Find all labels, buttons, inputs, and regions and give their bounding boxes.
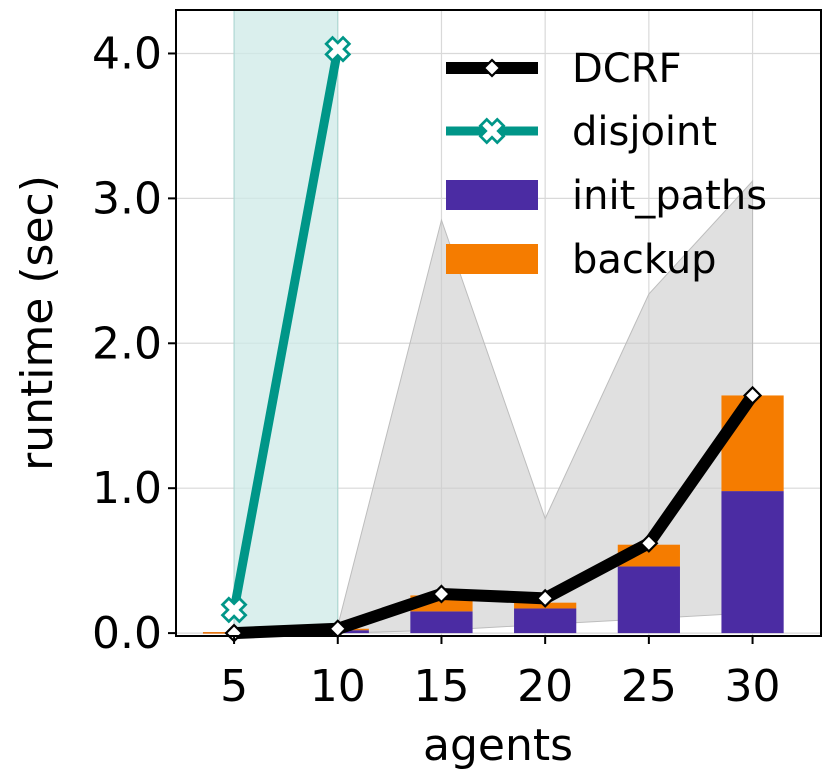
x-axis: 5 10 15 20 25 30	[220, 636, 781, 712]
DCRF-point	[535, 588, 555, 608]
DCRF-point	[639, 533, 659, 553]
y-tick-label: 3.0	[92, 173, 162, 224]
y-tick-label: 0.0	[92, 608, 162, 659]
disjoint-point	[220, 596, 248, 624]
plot-frame	[175, 9, 822, 637]
x-tick-label: 30	[725, 661, 781, 712]
x-tick-label: 15	[413, 661, 469, 712]
x-tick-label: 5	[220, 661, 248, 712]
stacked-bars	[202, 395, 784, 634]
y-tick-label: 4.0	[92, 28, 162, 79]
y-axis: 0.0 1.0 2.0 3.0 4.0	[92, 28, 176, 659]
legend-init_paths-label: init_paths	[572, 173, 767, 219]
DCRF-point	[431, 584, 452, 604]
legend-disjoint-label: disjoint	[572, 109, 717, 155]
x-tick-label: 10	[310, 661, 366, 712]
y-tick-label: 1.0	[92, 463, 162, 514]
disjoint-point	[324, 35, 352, 63]
x-tick-label: 25	[621, 661, 677, 712]
x-tick-label: 20	[517, 661, 573, 712]
init_paths-bar	[514, 608, 577, 634]
spread-bands	[233, 9, 754, 634]
backup-bar	[721, 395, 784, 492]
legend-DCRF-marker	[482, 58, 502, 78]
init_paths-bar	[410, 611, 473, 634]
init_paths-bar	[721, 491, 784, 634]
legend-backup-label: backup	[572, 237, 717, 283]
DCRF-point	[743, 385, 763, 406]
init_paths-bar	[617, 566, 680, 634]
y-tick-label: 2.0	[92, 318, 162, 369]
x-axis-label: agents	[423, 720, 573, 771]
series-lines	[220, 35, 763, 643]
legend-DCRF-label: DCRF	[572, 46, 682, 92]
y-axis-label: runtime (sec)	[12, 175, 63, 471]
legend-disjoint-marker	[478, 117, 506, 145]
legend-init_paths-swatch	[446, 180, 538, 210]
DCRF-line	[228, 389, 759, 640]
disjoint-line	[229, 44, 343, 615]
legend-backup-swatch	[446, 244, 538, 274]
